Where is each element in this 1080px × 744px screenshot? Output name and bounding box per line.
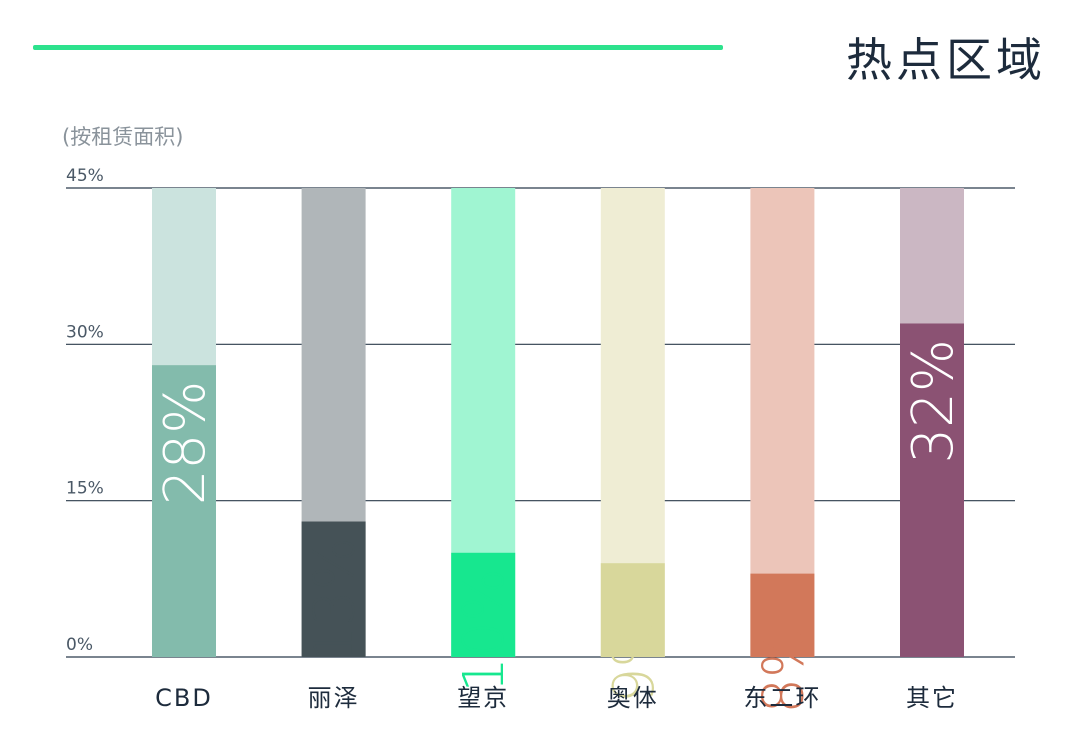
bar-0 [152,365,216,657]
category-label-5: 其它 [906,684,958,712]
bar-2 [451,552,516,657]
value-label-4: 8% [751,625,816,714]
value-label-3: 9% [602,614,667,703]
bar-1 [301,521,366,657]
value-label-2: 10% [452,568,517,692]
category-label-0: CBD [155,684,213,712]
category-label-2: 望京 [457,684,509,712]
labels: 28% CBD 13% 丽泽 10%望京 9%奥体 8%东二环 32% 其它 [153,339,966,714]
value-label-0: 28% [153,381,218,505]
y-tick-label: 45% [66,166,104,186]
value-label-5: 32% [901,339,966,463]
category-label-4: 东二环 [743,684,821,712]
y-tick-label: 15% [66,479,104,499]
value-label-1: 13% [303,537,368,661]
page-title: 热点区域 [846,33,1046,87]
bar-4 [750,573,815,657]
bars [152,188,964,657]
bar-5 [900,323,964,657]
accent-line [33,45,723,50]
category-label-1: 丽泽 [308,684,360,712]
bar-3 [600,563,665,657]
y-tick-label: 30% [66,322,104,342]
category-label-3: 奥体 [607,684,659,712]
unit-label: (按租赁面积) [62,125,183,149]
y-tick-label: 0% [66,635,93,655]
grid-lines: 0% 15% 30% 45% [66,166,1015,658]
